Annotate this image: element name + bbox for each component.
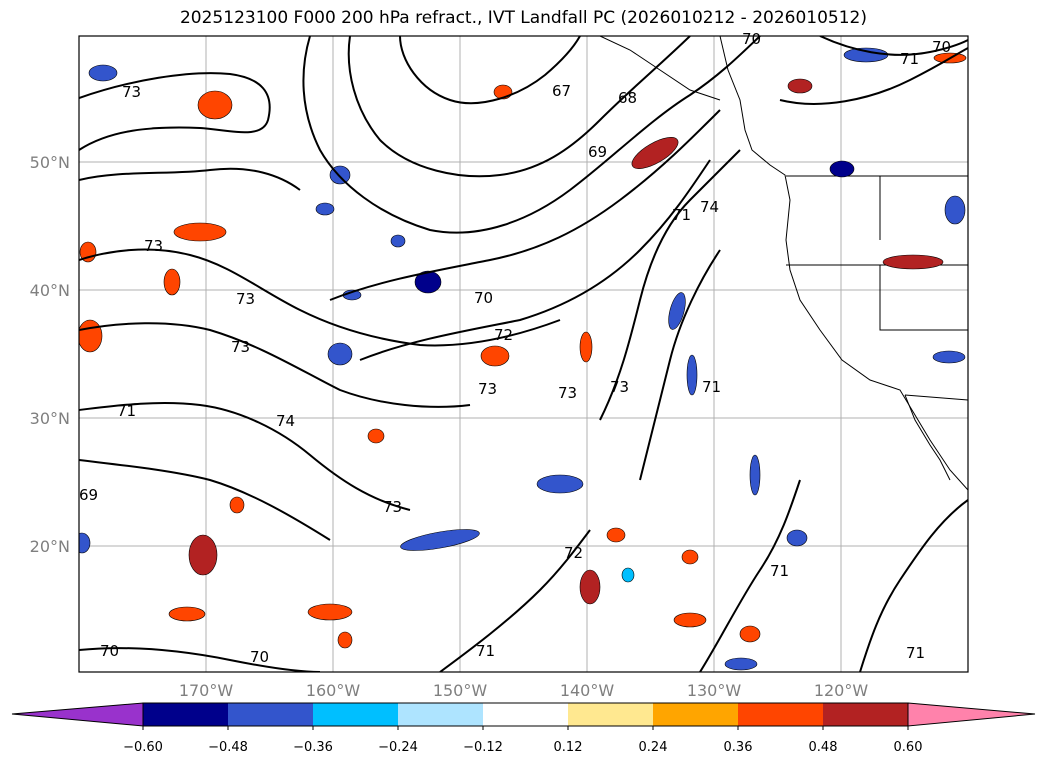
lat-label: 40°N bbox=[30, 281, 70, 300]
lon-label: 160°W bbox=[306, 681, 361, 700]
colorbar-tick-label: −0.36 bbox=[293, 740, 333, 755]
colorbar-tick-label: 0.48 bbox=[809, 740, 838, 755]
contour-label: 71 bbox=[476, 642, 495, 660]
colorbar-segment bbox=[653, 703, 738, 726]
contour-label: 72 bbox=[564, 544, 583, 562]
contour-label: 73 bbox=[231, 338, 250, 356]
contour-label: 70 bbox=[100, 642, 119, 660]
contour-label: 74 bbox=[700, 198, 719, 216]
contour-label: 72 bbox=[494, 326, 513, 344]
map-area bbox=[79, 36, 968, 672]
colorbar-tick-label: 0.24 bbox=[639, 740, 668, 755]
contour-labels: 73 67 68 69 70 71 70 71 73 74 73 73 70 7… bbox=[79, 30, 951, 666]
colorbar-tick-label: −0.12 bbox=[463, 740, 503, 755]
latitude-labels: 50°N 40°N 30°N 20°N bbox=[30, 153, 70, 556]
contour-label: 73 bbox=[558, 384, 577, 402]
contour-label: 70 bbox=[250, 648, 269, 666]
lat-label: 30°N bbox=[30, 409, 70, 428]
colorbar-tick-label: 0.60 bbox=[894, 740, 923, 755]
contour-label: 70 bbox=[932, 38, 951, 56]
colorbar-segment bbox=[398, 703, 483, 726]
lon-label: 150°W bbox=[433, 681, 488, 700]
contour-label: 71 bbox=[702, 378, 721, 396]
colorbar-segment bbox=[228, 703, 313, 726]
colorbar-tick-label: −0.60 bbox=[123, 740, 163, 755]
colorbar-segment bbox=[483, 703, 568, 726]
contour-label: 68 bbox=[618, 89, 637, 107]
colorbar-segment bbox=[313, 703, 398, 726]
contour-label: 70 bbox=[474, 289, 493, 307]
contour-label: 71 bbox=[770, 562, 789, 580]
colorbar-tick-label: −0.48 bbox=[208, 740, 248, 755]
colorbar-segment bbox=[568, 703, 653, 726]
colorbar-border bbox=[142, 702, 909, 727]
colorbar-extension-high bbox=[907, 702, 1036, 727]
lon-label: 120°W bbox=[814, 681, 869, 700]
colorbar-tick-label: 0.36 bbox=[724, 740, 753, 755]
contour-label: 71 bbox=[900, 50, 919, 68]
contour-label: 69 bbox=[588, 143, 607, 161]
contour-label: 71 bbox=[117, 402, 136, 420]
lat-label: 20°N bbox=[30, 537, 70, 556]
contour-label: 67 bbox=[552, 82, 571, 100]
colorbar-extension-low bbox=[11, 702, 144, 727]
map-border bbox=[78, 35, 969, 673]
contour-label: 74 bbox=[276, 412, 295, 430]
contour-label: 71 bbox=[906, 644, 925, 662]
lat-label: 50°N bbox=[30, 153, 70, 172]
contour-label: 73 bbox=[144, 237, 163, 255]
colorbar: −0.60 −0.48 −0.36 −0.24 −0.12 0.12 0.24 0.36 0.4… bbox=[11, 702, 1036, 755]
contour-label: 73 bbox=[383, 498, 402, 516]
coastlines bbox=[599, 36, 968, 491]
contour-label: 70 bbox=[742, 30, 761, 48]
contour-label: 73 bbox=[122, 83, 141, 101]
colorbar-tick-label: −0.24 bbox=[378, 740, 418, 755]
contour-label: 73 bbox=[478, 380, 497, 398]
map-title: 2025123100 F000 200 hPa refract., IVT La… bbox=[179, 8, 867, 28]
colorbar-segment bbox=[823, 703, 908, 726]
longitude-labels: 170°W 160°W 150°W 140°W 130°W 120°W bbox=[179, 681, 869, 700]
lon-label: 170°W bbox=[179, 681, 234, 700]
contour-label: 73 bbox=[610, 378, 629, 396]
colorbar-segment bbox=[143, 703, 228, 726]
lon-label: 140°W bbox=[560, 681, 615, 700]
contour-label: 71 bbox=[672, 206, 691, 224]
colorbar-segment bbox=[738, 703, 823, 726]
contour-label: 69 bbox=[79, 486, 98, 504]
colorbar-tick-label: 0.12 bbox=[554, 740, 583, 755]
refractivity-contours bbox=[79, 36, 968, 672]
shaded-anomalies bbox=[79, 47, 967, 671]
contour-label: 73 bbox=[236, 290, 255, 308]
lon-label: 130°W bbox=[687, 681, 742, 700]
gridlines bbox=[79, 36, 968, 672]
